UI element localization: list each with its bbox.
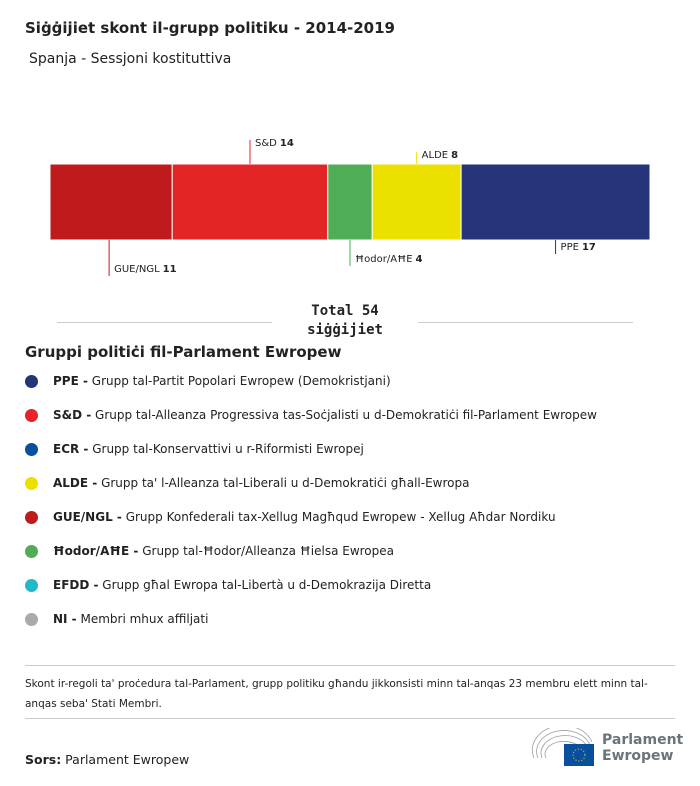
logo-text-line1: Parlament — [602, 732, 684, 748]
legend-desc: Grupp tal-Konservattivi u r-Riformisti E… — [88, 442, 364, 456]
logo-text-line2: Ewropew — [602, 748, 674, 764]
legend-desc: Grupp għal Ewropa tal-Libertà u d-Demokr… — [98, 578, 432, 592]
series-value: 11 — [163, 264, 177, 275]
data-label: Ħodor/AĦE 4 — [355, 254, 423, 265]
bar-segment — [49, 163, 173, 241]
bar-segment — [371, 163, 462, 241]
chart-subtitle: Spanja - Sessjoni kostituttiva — [29, 51, 232, 67]
data-label: ALDE 8 — [422, 150, 458, 161]
footnote: Skont ir-regoli ta' proċedura tal-Parlam… — [25, 678, 648, 710]
legend-color-dot — [25, 408, 38, 422]
legend-color-dot — [25, 510, 38, 524]
legend-desc: Grupp tal-Partit Popolari Ewropew (Demok… — [87, 374, 391, 388]
legend-title: Gruppi politiċi fil-Parlament Ewropew — [25, 343, 342, 361]
legend-color-dot — [25, 442, 38, 456]
legend-item: Ħodor/AĦE - Grupp tal-Ħodor/Alleanza Ħie… — [25, 544, 394, 558]
legend-abbr: Ħodor/AĦE - — [53, 544, 139, 558]
source-label: Sors: — [25, 752, 62, 767]
legend-color-dot — [25, 544, 38, 558]
series-name: ALDE — [422, 150, 448, 161]
legend-desc: Membri mhux affiljati — [76, 612, 209, 626]
total-label: Total 54 — [311, 303, 379, 319]
legend-abbr: ALDE - — [53, 476, 98, 490]
total-seats: Total 54 siġġijiet — [270, 302, 420, 340]
series-name: S&D — [255, 138, 277, 149]
series-value: 17 — [582, 242, 596, 253]
legend-desc: Grupp tal-Ħodor/Alleanza Ħielsa Ewropea — [138, 544, 394, 558]
legend-desc: Grupp Konfederali tax-Xellug Magħqud Ewr… — [121, 510, 556, 524]
european-parliament-logo: Parlament Ewropew — [530, 728, 683, 768]
legend-item: ECR - Grupp tal-Konservattivi u r-Riform… — [25, 442, 364, 456]
legend-abbr: PPE - — [53, 374, 88, 388]
total-unit: siġġijiet — [307, 322, 383, 338]
legend-item: NI - Membri mhux affiljati — [25, 612, 208, 626]
series-value: 4 — [416, 254, 423, 265]
divider — [57, 322, 272, 323]
divider — [418, 322, 633, 323]
hemicycle-flag-icon — [531, 728, 594, 766]
legend-item: EFDD - Grupp għal Ewropa tal-Libertà u d… — [25, 578, 431, 592]
legend-abbr: EFDD - — [53, 578, 99, 592]
bar-segment — [460, 163, 651, 241]
legend-abbr: S&D - — [53, 408, 92, 422]
legend-item: S&D - Grupp tal-Alleanza Progressiva tas… — [25, 408, 597, 422]
data-label: S&D 14 — [255, 138, 294, 149]
legend-color-dot — [25, 374, 38, 388]
data-label: PPE 17 — [561, 242, 596, 253]
stacked-bar-chart: GUE/NGL 11 S&D 14 Ħodor/AĦE 4 ALDE 8 PPE 17 — [49, 138, 651, 276]
series-value: 8 — [451, 150, 458, 161]
source-value: Parlament Ewropew — [61, 752, 190, 767]
divider — [25, 718, 675, 719]
divider — [25, 665, 675, 666]
legend-color-dot — [25, 612, 38, 626]
bar-segment — [171, 163, 329, 241]
legend-item: PPE - Grupp tal-Partit Popolari Ewropew … — [25, 374, 391, 388]
legend-abbr: GUE/NGL - — [53, 510, 122, 524]
legend-desc: Grupp ta' l-Alleanza tal-Liberali u d-De… — [97, 476, 470, 490]
legend-item: ALDE - Grupp ta' l-Alleanza tal-Liberali… — [25, 476, 469, 490]
legend-abbr: NI - — [53, 612, 77, 626]
legend-abbr: ECR - — [53, 442, 89, 456]
series-name: PPE — [561, 242, 579, 253]
legend-desc: Grupp tal-Alleanza Progressiva tas-Soċja… — [91, 408, 597, 422]
source: Sors: Parlament Ewropew — [25, 752, 189, 767]
legend-color-dot — [25, 476, 38, 490]
chart-title: Siġġijiet skont il-grupp politiku - 2014… — [25, 19, 395, 37]
data-label: GUE/NGL 11 — [114, 264, 177, 275]
bar-segment — [327, 163, 373, 241]
legend-item: GUE/NGL - Grupp Konfederali tax-Xellug M… — [25, 510, 556, 524]
series-name: Ħodor/AĦE — [355, 254, 413, 265]
series-value: 14 — [280, 138, 294, 149]
legend-color-dot — [25, 578, 38, 592]
series-name: GUE/NGL — [114, 264, 160, 275]
